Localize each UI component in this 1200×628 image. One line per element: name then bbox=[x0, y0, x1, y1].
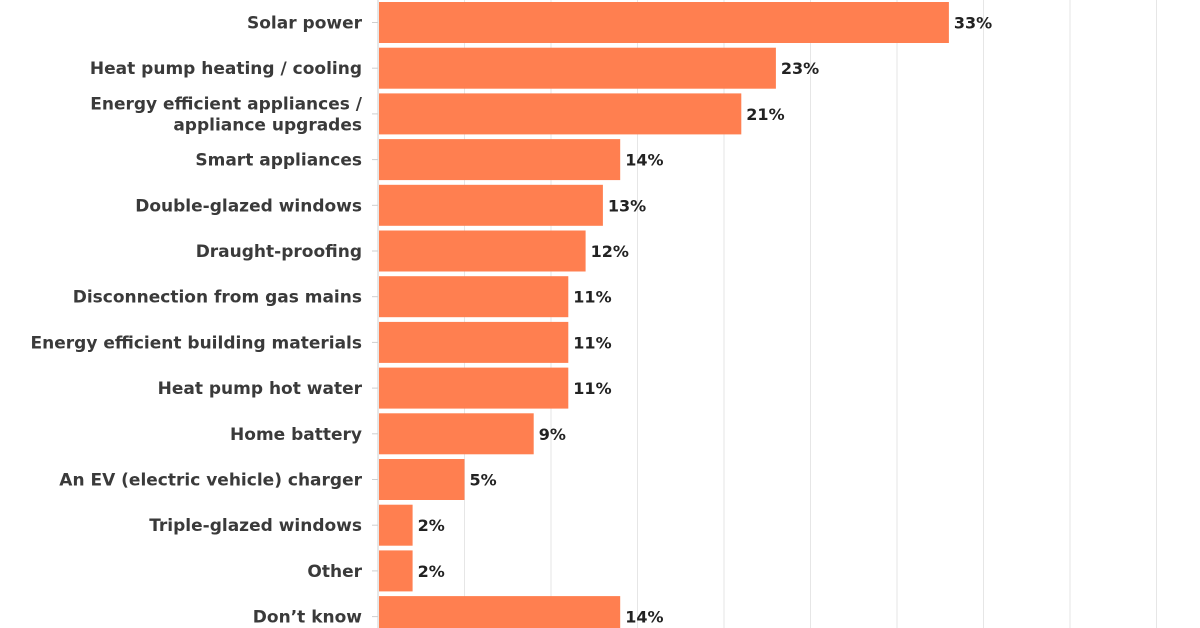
bar bbox=[379, 550, 413, 592]
category-label-line: Energy efficient appliances / bbox=[90, 94, 363, 114]
bar bbox=[379, 47, 776, 89]
category-label: Double-glazed windows bbox=[135, 196, 362, 216]
category-label-line: Heat pump hot water bbox=[158, 379, 363, 399]
bar bbox=[379, 184, 603, 226]
data-label: 9% bbox=[539, 425, 566, 444]
category-label-line: appliance upgrades bbox=[173, 115, 362, 135]
bar bbox=[379, 93, 742, 135]
category-label: Triple-glazed windows bbox=[149, 516, 362, 536]
data-label: 14% bbox=[625, 608, 663, 627]
category-label: An EV (electric vehicle) charger bbox=[59, 471, 362, 491]
category-label: Other bbox=[307, 562, 362, 582]
data-label: 2% bbox=[418, 516, 445, 535]
category-label-line: Solar power bbox=[247, 14, 363, 34]
category-label-line: An EV (electric vehicle) charger bbox=[59, 471, 362, 491]
bar bbox=[379, 504, 413, 546]
data-label: 12% bbox=[591, 242, 629, 261]
data-label: 11% bbox=[573, 333, 611, 352]
data-label: 21% bbox=[746, 105, 784, 124]
category-label: Heat pump heating / cooling bbox=[90, 59, 362, 79]
category-label-line: Home battery bbox=[230, 425, 362, 445]
bar bbox=[379, 596, 621, 628]
data-label: 14% bbox=[625, 151, 663, 170]
category-label-line: Energy efficient building materials bbox=[31, 333, 362, 353]
data-label: 11% bbox=[573, 288, 611, 307]
category-label: Smart appliances bbox=[195, 151, 362, 171]
bar bbox=[379, 459, 465, 500]
category-label: Solar power bbox=[247, 14, 363, 34]
category-label-line: Heat pump heating / cooling bbox=[90, 59, 362, 79]
category-label: Home battery bbox=[230, 425, 362, 445]
data-label: 13% bbox=[608, 196, 646, 215]
bar bbox=[379, 276, 569, 318]
category-label: Don’t know bbox=[253, 608, 362, 628]
category-label-line: Other bbox=[307, 562, 362, 582]
data-label: 5% bbox=[470, 471, 497, 490]
data-label: 2% bbox=[418, 562, 445, 581]
category-label-line: Don’t know bbox=[253, 608, 362, 628]
bar bbox=[379, 321, 569, 363]
category-label: Energy efficient building materials bbox=[31, 333, 362, 353]
category-label: Disconnection from gas mains bbox=[73, 288, 362, 308]
category-label-line: Double-glazed windows bbox=[135, 196, 362, 216]
bar bbox=[379, 230, 586, 272]
category-label-line: Triple-glazed windows bbox=[149, 516, 362, 536]
data-label: 33% bbox=[954, 14, 992, 33]
bar bbox=[379, 139, 621, 181]
category-label-line: Draught-proofing bbox=[196, 242, 362, 262]
category-label-line: Smart appliances bbox=[195, 151, 362, 171]
bar bbox=[379, 367, 569, 409]
bar bbox=[379, 2, 949, 43]
category-label: Heat pump hot water bbox=[158, 379, 363, 399]
data-label: 23% bbox=[781, 59, 819, 78]
category-label: Energy efficient appliances / appliance u… bbox=[90, 94, 363, 135]
category-label: Draught-proofing bbox=[196, 242, 362, 262]
category-label-line: Disconnection from gas mains bbox=[73, 288, 362, 308]
bar bbox=[379, 413, 534, 455]
data-label: 11% bbox=[573, 379, 611, 398]
